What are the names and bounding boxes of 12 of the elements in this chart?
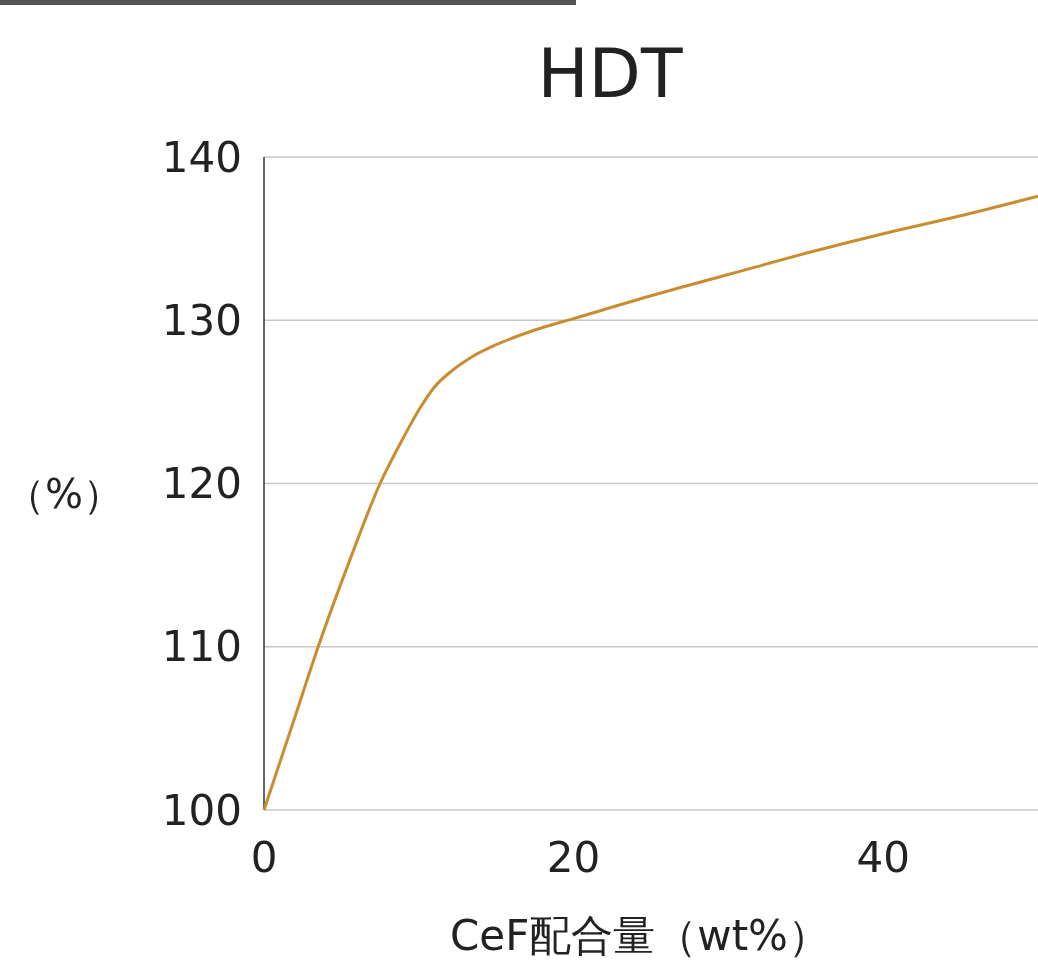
y-tick-label: 120: [161, 459, 242, 509]
y-tick-label: 110: [161, 622, 242, 672]
x-axis-title: CeF配合量（wt%）: [449, 911, 831, 960]
y-axis-title: （%）: [4, 470, 124, 517]
x-tick-label: 20: [546, 833, 601, 882]
line-series: [262, 194, 1038, 812]
y-tick-label: 130: [161, 295, 242, 345]
chart-title: HDT: [537, 34, 683, 113]
x-tick-label: 40: [856, 833, 910, 882]
y-tick-label: 100: [161, 785, 242, 835]
y-tick-label: 140: [161, 132, 242, 182]
x-tick-label: 0: [250, 833, 278, 882]
